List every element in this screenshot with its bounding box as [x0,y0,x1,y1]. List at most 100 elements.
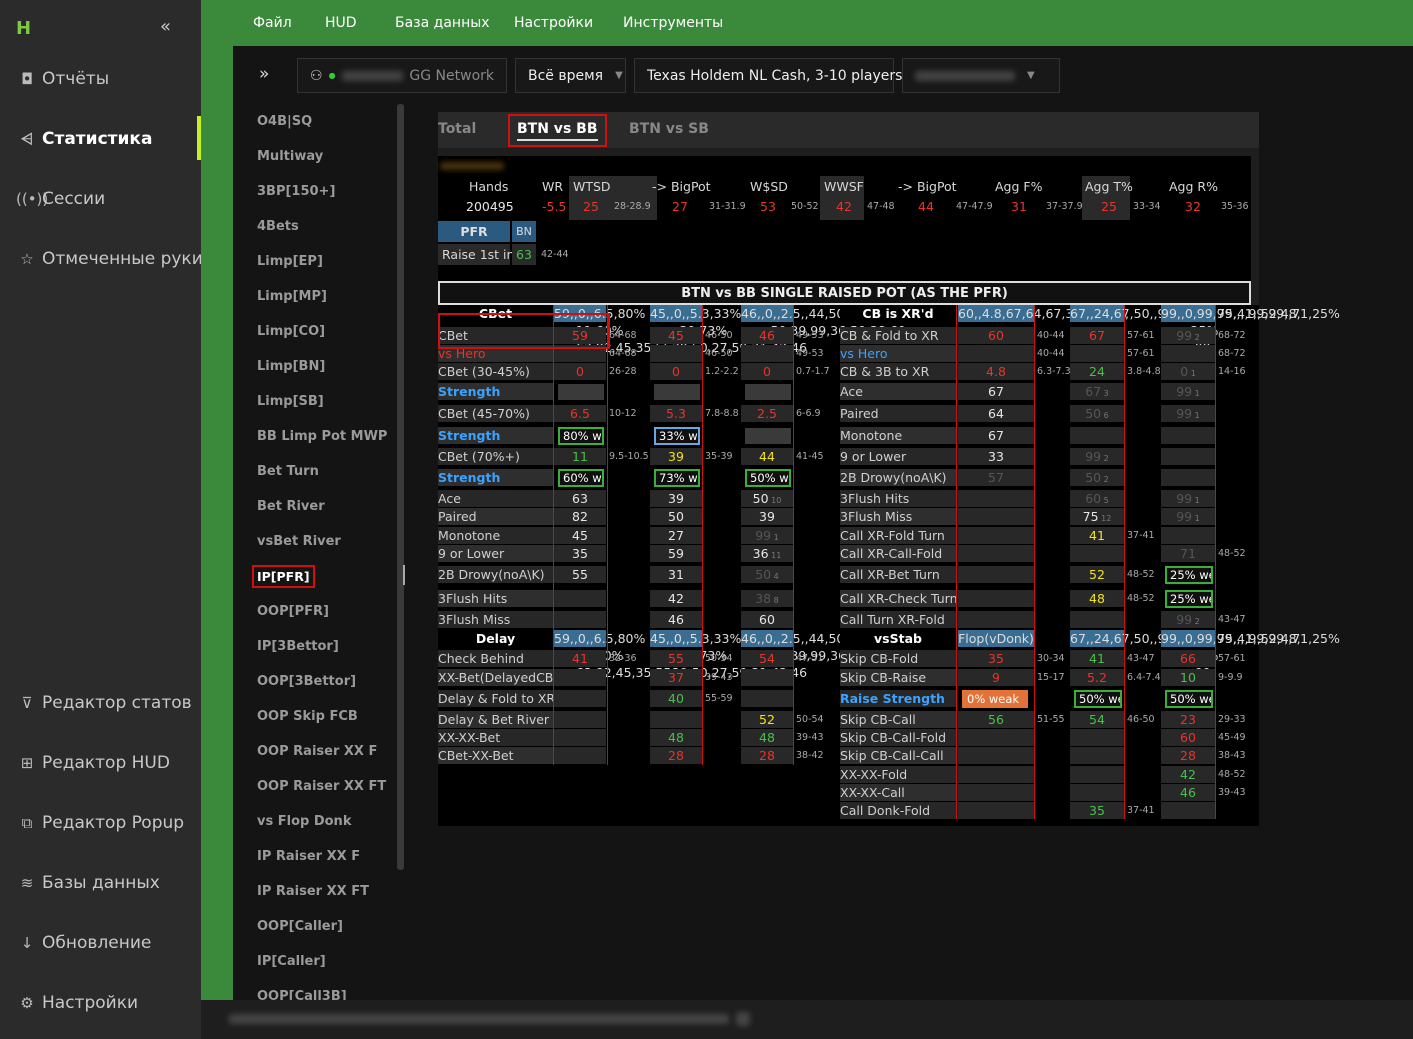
delay-col-head-flop: 59,,0,,6.5,80% we,11,60% we,63,82,45,35,… [554,630,679,680]
delay-cell: 54 [741,650,793,667]
stat-list-item[interactable]: IP Raiser XX FT [257,884,369,899]
stat-list-item[interactable]: Multiway [257,149,324,164]
strength-pill: 60% we [558,469,604,487]
menu-item-2[interactable]: База данных [395,15,490,31]
tab-btn-vs-sb[interactable]: BTN vs SB [629,121,709,137]
sidebar-item-2[interactable]: ((•)) Сессии [16,184,105,214]
tab-total[interactable]: Total [438,121,477,137]
strength-pill: 80% we [558,427,604,445]
app-logo: H [16,18,32,39]
sidebar-item-4[interactable]: ⊽ Редактор статов [16,688,192,718]
menu-item-4[interactable]: Инструменты [623,15,724,31]
game-select[interactable]: Texas Holdem NL Cash, 3-10 players▼ [634,58,922,93]
right-row-label: Ace [840,383,956,400]
stat-list-item[interactable]: Limp[BN] [257,359,326,374]
stat-range: 14-16 [1218,366,1246,377]
stat-list-item[interactable]: OOP[Call3B] [257,989,347,1000]
left-row-label: CBet (30-45%) [438,363,553,380]
stat-cell: 59 [650,545,702,562]
stat-list-item[interactable]: Bet Turn [257,464,319,479]
stat-list-item[interactable]: BB Limp Pot MWP [257,429,388,444]
stat-list-item[interactable]: Bet River [257,499,325,514]
vsstab-cell: 42 [1161,766,1215,783]
stat-list-item[interactable]: vsBet River [257,534,341,549]
scroll-thumb[interactable] [403,565,405,585]
header-range: 33-34 [1133,201,1161,212]
highlight-box [438,313,610,349]
vsstab-row-label: Skip CB-Call-Fold [840,729,956,746]
stat-list-item[interactable]: OOP[3Bettor] [257,674,357,689]
vsstab-cell [1070,729,1124,746]
stat-list-item[interactable]: 3BP[150+] [257,184,336,199]
stat-cell: 46 [741,327,793,344]
sidebar-item-0[interactable]: ◘ Отчёты [16,64,109,94]
header-range: 35-36 [1221,201,1249,212]
stat-list-item[interactable]: OOP Raiser XX FT [257,779,387,794]
stat-list-item[interactable]: 4Bets [257,219,299,234]
left-row-label: Ace [438,490,553,507]
sidebar-item-8[interactable]: ↓ Обновление [16,928,152,958]
stat-cell: 41 [1070,527,1124,544]
header-label: Agg T% [1085,179,1133,194]
stat-range: 7.8-8.8 [705,408,739,419]
stat-cell: 45 [554,527,606,544]
stat-cell: 99 1 [1161,490,1215,507]
delay-cell: 28 [650,747,702,764]
stat-list-item[interactable]: vs Flop Donk [257,814,352,829]
vsstab-range: 48-52 [1218,769,1246,780]
stat-list-item[interactable]: IP[PFR] [252,565,315,588]
sidebar-item-9[interactable]: ⚙ Настройки [16,988,138,1018]
sidebar-icon-1: ⩤ [20,130,33,148]
menu-item-3[interactable]: Настройки [514,15,594,31]
sidebar-item-7[interactable]: ≋ Базы данных [16,868,160,898]
sidebar-item-6[interactable]: ⧉ Редактор Popup [16,808,184,838]
delay-range: 32-36 [609,653,637,664]
stat-list-scrollbar[interactable] [397,104,404,870]
stat-list-item[interactable]: OOP Skip FCB [257,709,358,724]
expand-filters-button[interactable]: » [259,64,270,84]
period-select[interactable]: Всё время ▼ [515,58,626,93]
vsstab-range: 29-33 [1218,714,1246,725]
collapse-sidebar-button[interactable]: « [160,16,172,37]
stat-range: 68-72 [1218,330,1246,341]
stat-list-item[interactable]: Limp[SB] [257,394,324,409]
stat-list-item[interactable]: Limp[MP] [257,289,327,304]
sidebar-item-3[interactable]: ☆ Отмеченные руки [16,244,203,274]
stat-list-item[interactable]: Limp[EP] [257,254,323,269]
vsstab-range: 15-17 [1037,672,1065,683]
stat-list-item[interactable]: O4B|SQ [257,114,313,129]
player-select[interactable]: ▼ [902,58,1060,93]
stat-cell [958,566,1034,583]
vsstab-range: 57-61 [1218,653,1246,664]
stat-range: 46-50 [705,348,733,359]
stat-list-item[interactable]: Limp[CO] [257,324,326,339]
menu-item-1[interactable]: HUD [325,15,357,31]
stat-range: 64-68 [609,330,637,341]
network-label: GG Network [409,67,494,84]
col-head-turn: 45,,0,,5.3,33% wea,39,73% we,39,50,27,59… [650,305,807,355]
header-value: 200495 [466,199,514,214]
network-filter[interactable]: ⚇ ● GG Network [297,58,507,93]
left-row-label: 9 or Lower [438,545,553,562]
stat-cell: 50 4 [741,566,793,583]
menu-item-0[interactable]: Файл [253,15,292,31]
vsstab-cell: 35 [1070,802,1124,819]
sidebar-item-5[interactable]: ⊞ Редактор HUD [16,748,170,778]
sidebar-icon-0: ◘ [21,70,33,88]
tab-bar: Total BTN vs BB BTN vs SB [438,112,1259,148]
stat-list-item[interactable]: IP[3Bettor] [257,639,339,654]
stat-list-item[interactable]: OOP[Caller] [257,919,343,934]
sidebar-item-1[interactable]: ⩤ Статистика [16,124,152,154]
vsstab-range: 43-47 [1127,653,1155,664]
delay-cell [741,669,793,686]
tab-btn-vs-bb[interactable]: BTN vs BB [508,114,607,147]
stat-list-item[interactable]: OOP[PFR] [257,604,329,619]
stat-cell [1161,527,1215,544]
header-range: 28-28.9 [614,201,651,212]
left-row-label: Strength [438,469,553,486]
stat-list-item[interactable]: OOP Raiser XX F [257,744,378,759]
empty-bar [558,384,604,400]
stat-list-item[interactable]: IP[Caller] [257,954,326,969]
header-label: W$SD [750,179,788,194]
stat-list-item[interactable]: IP Raiser XX F [257,849,361,864]
